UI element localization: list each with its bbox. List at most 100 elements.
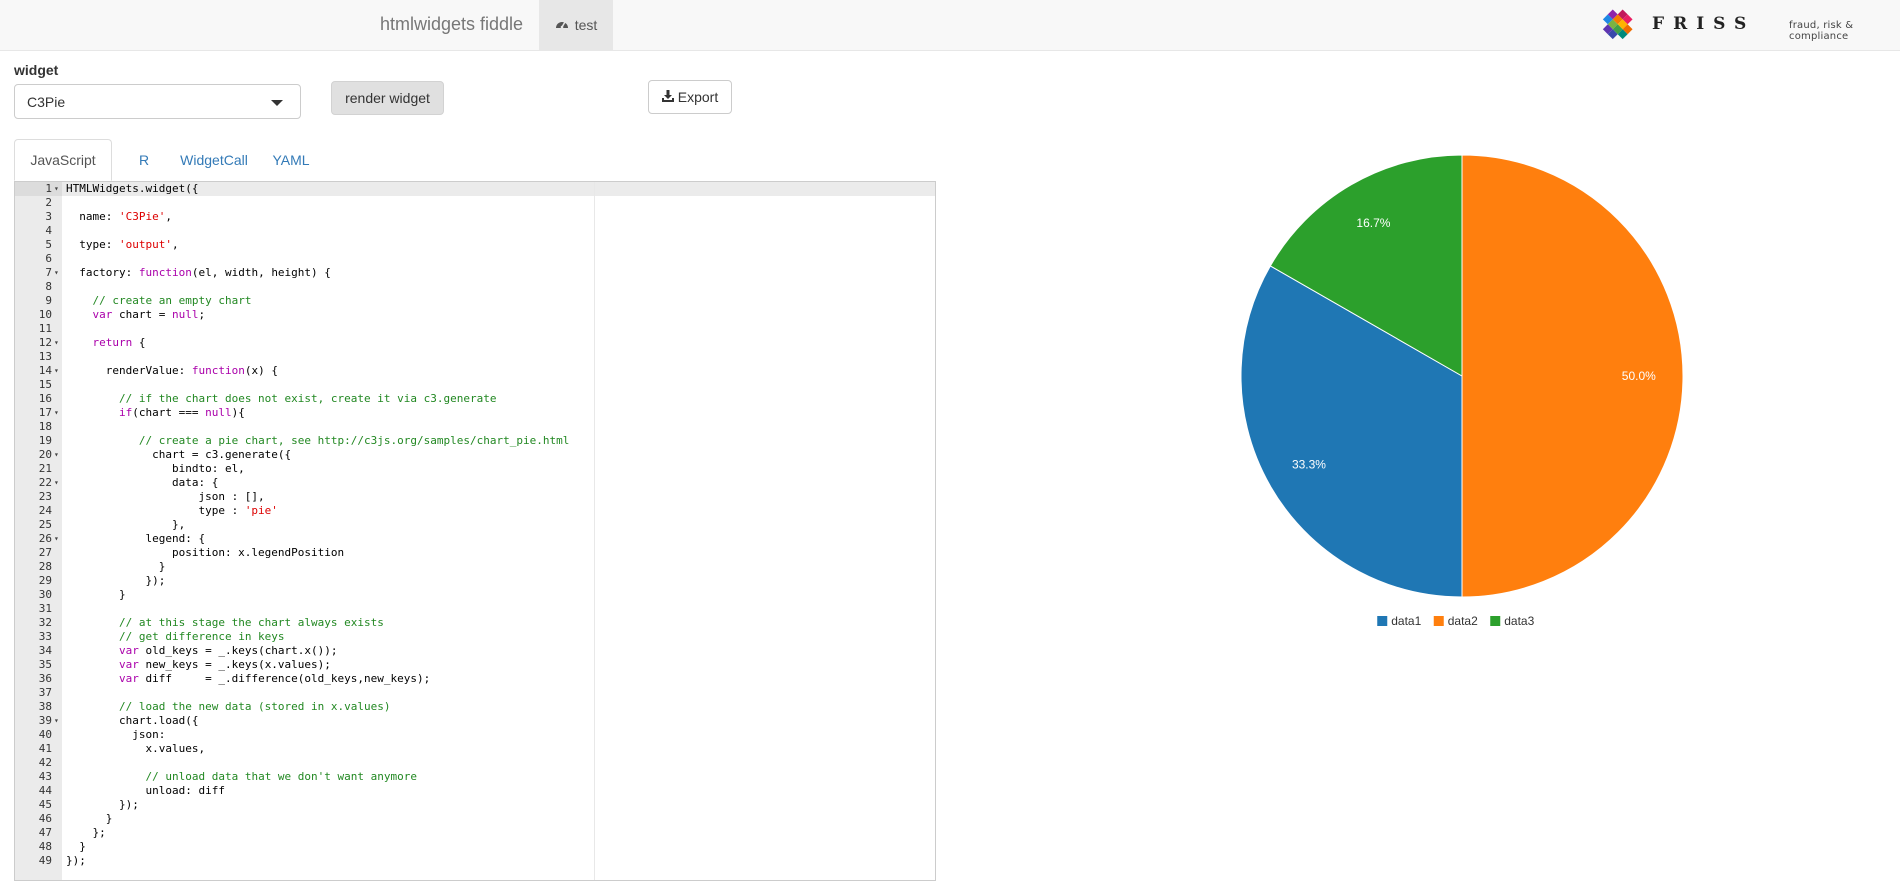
widget-select-label: widget bbox=[14, 62, 59, 78]
code-text: } bbox=[66, 812, 113, 825]
code-line: 8 bbox=[15, 280, 935, 294]
code-line: 4 bbox=[15, 224, 935, 238]
line-number: 20 bbox=[38, 448, 52, 461]
code-text: json : [], bbox=[66, 490, 265, 503]
line-number: 39 bbox=[38, 714, 52, 727]
code-line: 22 ▾ data: { bbox=[15, 476, 935, 490]
fold-toggle-icon[interactable]: ▾ bbox=[54, 716, 59, 725]
legend-item-data3[interactable]: data3 bbox=[1490, 614, 1535, 628]
fold-toggle-icon[interactable]: ▾ bbox=[54, 366, 59, 375]
line-number: 17 bbox=[38, 406, 52, 419]
fold-toggle-icon[interactable]: ▾ bbox=[54, 408, 59, 417]
tab-widgetcall[interactable]: WidgetCall bbox=[180, 152, 248, 168]
line-number: 2 bbox=[45, 196, 52, 209]
code-editor[interactable]: 1 ▾ HTMLWidgets.widget({2 3 name: 'C3Pie', 4… bbox=[14, 181, 936, 881]
code-text: // if the chart does not exist, create i… bbox=[118, 392, 497, 405]
friss-logo: FRISS fraud, risk & compliance bbox=[1600, 8, 1900, 42]
code-line: 26 ▾ legend: { bbox=[15, 532, 935, 546]
app-brand[interactable]: htmlwidgets fiddle bbox=[380, 14, 524, 34]
line-number: 23 bbox=[38, 490, 52, 503]
navbar: htmlwidgets fiddle test bbox=[0, 0, 1900, 51]
line-number: 41 bbox=[38, 742, 52, 755]
code-text: }, bbox=[66, 518, 186, 531]
line-number: 19 bbox=[38, 434, 52, 447]
pie-slice-data3[interactable] bbox=[1269, 154, 1463, 377]
fold-toggle-icon[interactable]: ▾ bbox=[54, 534, 59, 543]
legend-label: data3 bbox=[1504, 614, 1534, 628]
pie-slice-data2[interactable] bbox=[1461, 154, 1684, 598]
code-line: 35 var new_keys = _.keys(x.values); bbox=[15, 658, 935, 672]
code-line: 49}); bbox=[15, 854, 935, 868]
line-number: 28 bbox=[38, 560, 52, 573]
code-line: 5 type: 'output', bbox=[15, 238, 935, 252]
fold-toggle-icon[interactable]: ▾ bbox=[54, 450, 59, 459]
line-number: 26 bbox=[38, 532, 52, 545]
fold-toggle-icon[interactable]: ▾ bbox=[54, 184, 59, 193]
legend-swatch bbox=[1490, 616, 1501, 626]
export-button[interactable]: Export bbox=[648, 80, 732, 114]
line-number: 8 bbox=[45, 280, 52, 293]
fold-toggle-icon[interactable]: ▾ bbox=[54, 478, 59, 487]
code-lines: 1 ▾ HTMLWidgets.widget({2 3 name: 'C3Pie', 4… bbox=[15, 182, 935, 868]
code-text: data: { bbox=[66, 476, 219, 489]
legend-swatch bbox=[1377, 616, 1388, 626]
code-line: 1 ▾ HTMLWidgets.widget({ bbox=[15, 182, 935, 196]
code-text: }); bbox=[66, 574, 166, 587]
tab-javascript[interactable]: JavaScript bbox=[14, 139, 112, 181]
code-text: var diff = _.difference(old_keys,new_key… bbox=[118, 672, 431, 685]
line-number: 25 bbox=[38, 518, 52, 531]
code-text: } bbox=[66, 840, 86, 853]
code-text: }; bbox=[66, 826, 106, 839]
widget-select-value: C3Pie bbox=[27, 94, 66, 110]
line-number: 35 bbox=[38, 658, 52, 671]
tab-r[interactable]: R bbox=[138, 152, 150, 168]
code-line: 13 bbox=[15, 350, 935, 364]
line-number: 13 bbox=[38, 350, 52, 363]
print-margin bbox=[594, 182, 595, 880]
pie-slice-data1[interactable] bbox=[1240, 265, 1463, 598]
line-number: 18 bbox=[38, 420, 52, 433]
line-number: 5 bbox=[45, 238, 52, 251]
code-text: x.values, bbox=[66, 742, 206, 755]
code-line: 6 bbox=[15, 252, 935, 266]
pie-label-data1: 33.3% bbox=[1292, 458, 1326, 472]
code-text: var chart = null; bbox=[92, 308, 206, 321]
line-number: 49 bbox=[38, 854, 52, 867]
code-line: 42 bbox=[15, 756, 935, 770]
code-text: // load the new data (stored in x.values… bbox=[118, 700, 391, 713]
code-text: legend: { bbox=[66, 532, 206, 545]
code-line: 46 } bbox=[15, 812, 935, 826]
line-number: 42 bbox=[38, 756, 52, 769]
code-line: 11 bbox=[15, 322, 935, 336]
fold-toggle-icon[interactable]: ▾ bbox=[54, 338, 59, 347]
render-widget-button[interactable]: render widget bbox=[331, 81, 444, 115]
code-line: 40 json: bbox=[15, 728, 935, 742]
legend-item-data1[interactable]: data1 bbox=[1377, 614, 1422, 628]
line-number: 12 bbox=[38, 336, 52, 349]
line-number: 14 bbox=[38, 364, 52, 377]
code-text: }); bbox=[66, 854, 86, 867]
code-line: 43 // unload data that we don't want any… bbox=[15, 770, 935, 784]
code-line: 39 ▾ chart.load({ bbox=[15, 714, 935, 728]
code-line: 32 // at this stage the chart always exi… bbox=[15, 616, 935, 630]
code-line: 20 ▾ chart = c3.generate({ bbox=[15, 448, 935, 462]
line-number: 11 bbox=[38, 322, 52, 335]
widget-select[interactable]: C3Pie bbox=[14, 84, 301, 119]
code-line: 31 bbox=[15, 602, 935, 616]
line-number: 6 bbox=[45, 252, 52, 265]
code-line: 9 // create an empty chart bbox=[15, 294, 935, 308]
active-gutter-highlight bbox=[15, 182, 62, 196]
code-text: factory: function(el, width, height) { bbox=[66, 266, 331, 279]
legend-item-data2[interactable]: data2 bbox=[1433, 614, 1478, 628]
line-number: 30 bbox=[38, 588, 52, 601]
download-icon bbox=[661, 89, 674, 105]
code-line: 17 ▾ if(chart === null){ bbox=[15, 406, 935, 420]
tab-yaml[interactable]: YAML bbox=[272, 152, 310, 168]
code-text: unload: diff bbox=[66, 784, 225, 797]
code-line: 19 // create a pie chart, see http://c3j… bbox=[15, 434, 935, 448]
code-line: 44 unload: diff bbox=[15, 784, 935, 798]
nav-tab-test[interactable]: test bbox=[539, 0, 613, 50]
code-line: 36 var diff = _.difference(old_keys,new_… bbox=[15, 672, 935, 686]
line-number: 22 bbox=[38, 476, 52, 489]
fold-toggle-icon[interactable]: ▾ bbox=[54, 268, 59, 277]
